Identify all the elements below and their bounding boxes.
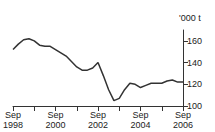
svg-text:Sep: Sep — [132, 110, 148, 120]
svg-text:Sep: Sep — [90, 110, 106, 120]
svg-text:2002: 2002 — [88, 120, 108, 130]
svg-text:2006: 2006 — [173, 120, 193, 130]
svg-text:Sep: Sep — [5, 110, 21, 120]
svg-text:1998: 1998 — [3, 120, 23, 130]
svg-text:Sep: Sep — [48, 110, 64, 120]
svg-text:Sep: Sep — [175, 110, 191, 120]
svg-text:100: 100 — [187, 101, 202, 111]
svg-text:2000: 2000 — [45, 120, 65, 130]
svg-text:160: 160 — [187, 36, 202, 46]
svg-text:120: 120 — [187, 79, 202, 89]
svg-text:'000 t: '000 t — [179, 13, 201, 23]
svg-text:140: 140 — [187, 58, 202, 68]
svg-text:2004: 2004 — [130, 120, 150, 130]
